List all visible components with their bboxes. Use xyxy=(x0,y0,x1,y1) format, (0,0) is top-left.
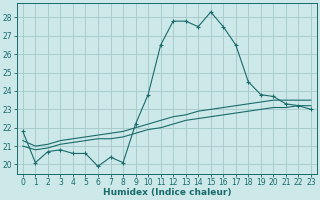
X-axis label: Humidex (Indice chaleur): Humidex (Indice chaleur) xyxy=(103,188,231,197)
